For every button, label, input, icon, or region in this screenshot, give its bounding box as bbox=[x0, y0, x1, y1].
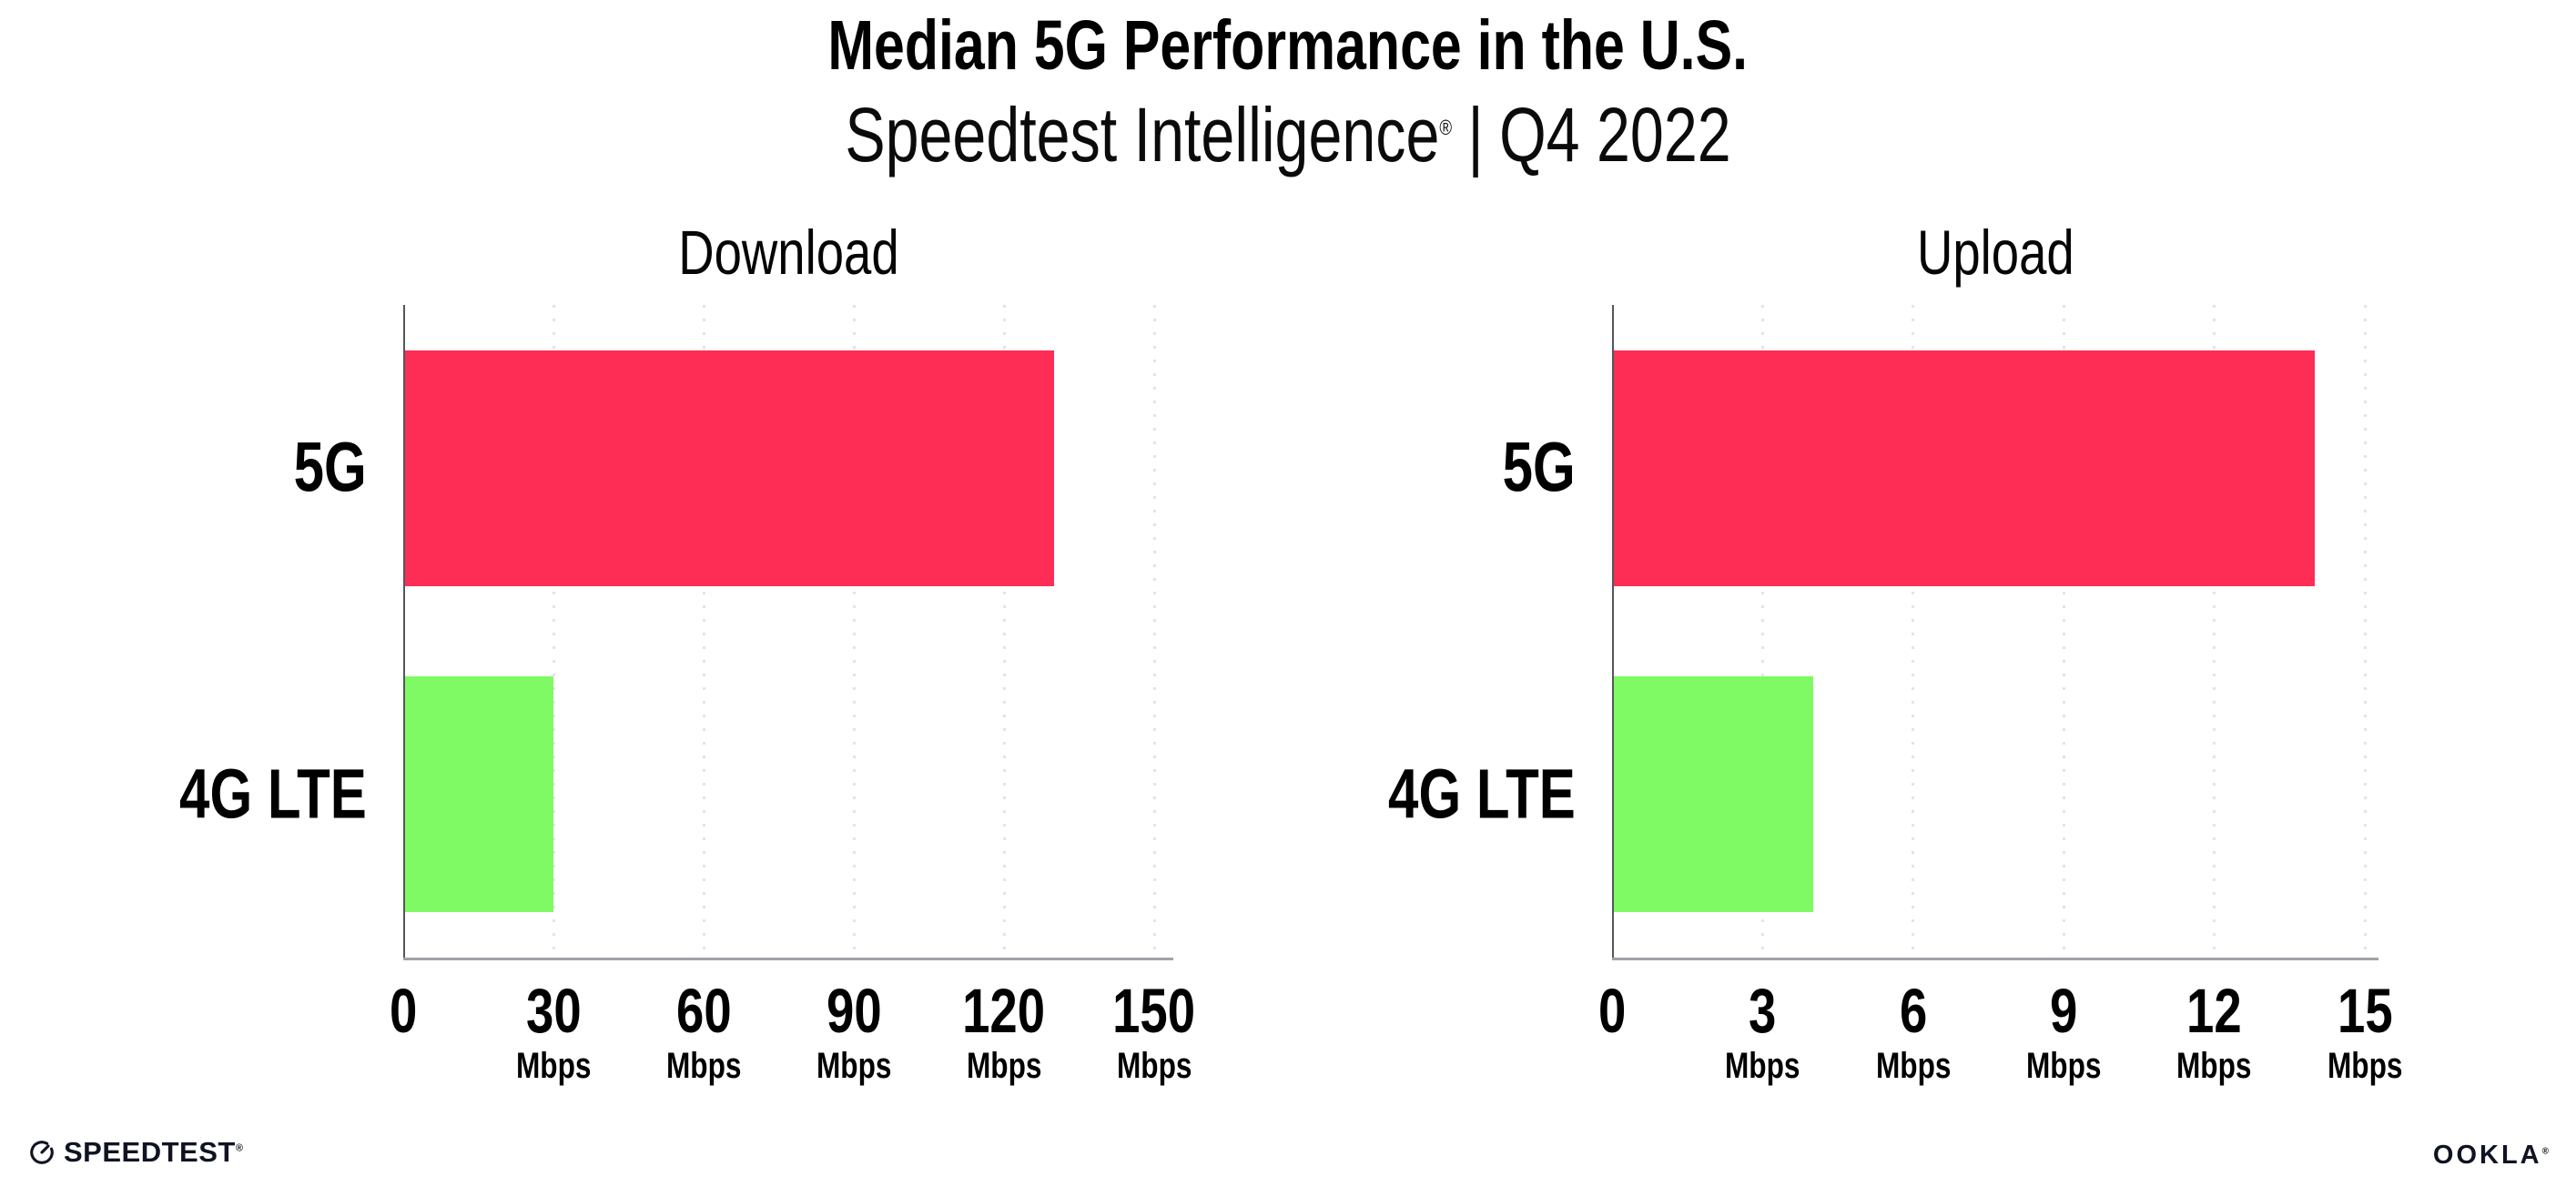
gridline-3 bbox=[1760, 305, 1764, 958]
ookla-registered-mark: ® bbox=[2541, 1146, 2549, 1157]
download-y-axis-line bbox=[403, 305, 405, 958]
x-tick-60: 60 Mbps bbox=[603, 979, 804, 1085]
x-tick-0: 0 bbox=[303, 979, 503, 1042]
x-tick-value: 0 bbox=[1597, 976, 1627, 1046]
gridline-60 bbox=[702, 305, 705, 958]
speedtest-logo-text: SPEEDTEST® bbox=[64, 1136, 244, 1168]
speedtest-logo: SPEEDTEST® bbox=[28, 1138, 243, 1166]
gridline-9 bbox=[2062, 305, 2065, 958]
gridline-6 bbox=[1912, 305, 1915, 958]
x-tick-unit: Mbps bbox=[2025, 1046, 2102, 1086]
x-tick-unit: Mbps bbox=[515, 1046, 592, 1086]
x-tick-6: 6 Mbps bbox=[1813, 979, 2013, 1085]
x-tick-value: 60 bbox=[675, 976, 732, 1046]
category-label-4g-lte: 4G LTE bbox=[1388, 755, 1576, 834]
bar-4g-lte bbox=[403, 676, 553, 913]
x-tick-150: 150 Mbps bbox=[1054, 979, 1254, 1085]
x-tick-value: 0 bbox=[389, 976, 418, 1046]
gridline-120 bbox=[1002, 305, 1006, 958]
page-subtitle: Speedtest Intelligence® | Q4 2022 bbox=[0, 91, 2576, 179]
x-tick-0: 0 bbox=[1512, 979, 1712, 1042]
bar-5g bbox=[1612, 350, 2315, 586]
x-tick-unit: Mbps bbox=[966, 1046, 1042, 1086]
gridline-12 bbox=[2213, 305, 2216, 958]
x-tick-15: 15 Mbps bbox=[2265, 979, 2465, 1085]
speedtest-gauge-icon bbox=[30, 1140, 54, 1164]
x-tick-value: 3 bbox=[1749, 976, 1777, 1046]
bar-5g bbox=[403, 350, 1054, 586]
x-tick-value: 6 bbox=[1899, 976, 1927, 1046]
page-title-text: Median 5G Performance in the U.S. bbox=[827, 6, 1749, 85]
x-tick-90: 90 Mbps bbox=[754, 979, 954, 1085]
x-tick-value: 90 bbox=[826, 976, 882, 1046]
page-title: Median 5G Performance in the U.S. bbox=[0, 7, 2576, 85]
bar-4g-lte bbox=[1612, 676, 1813, 913]
x-tick-unit: Mbps bbox=[2176, 1046, 2252, 1086]
gridline-15 bbox=[2363, 305, 2367, 958]
gridline-150 bbox=[1152, 305, 1156, 958]
x-tick-value: 12 bbox=[2186, 976, 2242, 1046]
chart-title-download: Download bbox=[677, 218, 899, 288]
subtitle-separator: | bbox=[1467, 92, 1484, 178]
x-tick-unit: Mbps bbox=[816, 1046, 892, 1086]
x-tick-3: 3 Mbps bbox=[1662, 979, 1862, 1085]
category-label-4g-lte: 4G LTE bbox=[179, 755, 367, 834]
x-tick-9: 9 Mbps bbox=[1963, 979, 2164, 1085]
gridline-90 bbox=[852, 305, 856, 958]
x-tick-unit: Mbps bbox=[2327, 1046, 2403, 1086]
upload-y-axis-line bbox=[1612, 305, 1614, 958]
chart-title-upload: Upload bbox=[1916, 218, 2074, 288]
speedtest-registered-mark: ® bbox=[235, 1142, 244, 1154]
category-label-5g: 5G bbox=[293, 428, 367, 507]
ookla-logo-text: OOKLA bbox=[2432, 1141, 2542, 1170]
subtitle-period: Q4 2022 bbox=[1499, 92, 1731, 178]
x-tick-unit: Mbps bbox=[1875, 1046, 1952, 1086]
x-tick-value: 120 bbox=[962, 976, 1046, 1046]
upload-x-axis-line bbox=[1612, 958, 2378, 960]
gridline-30 bbox=[552, 305, 555, 958]
page-subtitle-text: Speedtest Intelligence® | Q4 2022 bbox=[845, 91, 1730, 179]
x-tick-value: 150 bbox=[1112, 976, 1196, 1046]
x-tick-value: 15 bbox=[2337, 976, 2393, 1046]
x-tick-unit: Mbps bbox=[665, 1046, 742, 1086]
x-tick-120: 120 Mbps bbox=[904, 979, 1104, 1085]
x-tick-unit: Mbps bbox=[1116, 1046, 1192, 1086]
x-tick-value: 30 bbox=[525, 976, 582, 1046]
registered-trademark-icon: ® bbox=[1439, 116, 1453, 139]
download-x-axis-line bbox=[403, 958, 1173, 960]
subtitle-brand: Speedtest Intelligence bbox=[845, 92, 1440, 178]
x-tick-12: 12 Mbps bbox=[2115, 979, 2315, 1085]
x-tick-30: 30 Mbps bbox=[453, 979, 654, 1085]
ookla-logo: OOKLA® bbox=[2433, 1142, 2549, 1169]
x-tick-unit: Mbps bbox=[1725, 1046, 1800, 1086]
category-label-5g: 5G bbox=[1502, 428, 1576, 507]
x-tick-value: 9 bbox=[2050, 976, 2078, 1046]
